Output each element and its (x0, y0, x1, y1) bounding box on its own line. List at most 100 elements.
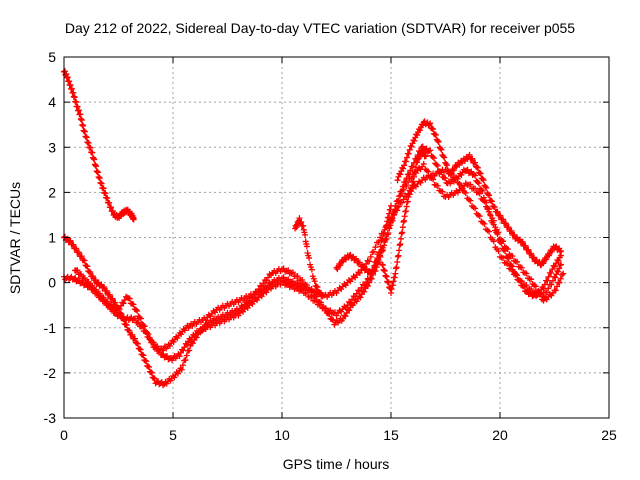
data-point (109, 295, 116, 302)
data-point (360, 263, 367, 270)
x-tick-label: 15 (383, 427, 399, 443)
data-point (442, 175, 449, 182)
data-point (116, 306, 123, 313)
data-point (472, 172, 479, 179)
data-point (556, 265, 563, 272)
data-point (425, 148, 432, 155)
data-point (393, 264, 400, 271)
data-point (299, 276, 306, 283)
data-point (352, 293, 359, 300)
data-point (522, 242, 529, 249)
data-point (322, 305, 329, 312)
data-point (502, 220, 509, 227)
data-point (132, 315, 139, 322)
data-point (438, 146, 445, 153)
data-point (377, 243, 384, 250)
data-point (146, 364, 153, 371)
data-point (467, 197, 474, 204)
data-point (264, 274, 271, 281)
chart-title: Day 212 of 2022, Sidereal Day-to-day VTE… (65, 20, 575, 36)
data-point (440, 153, 447, 160)
data-point (509, 253, 516, 260)
data-point (430, 126, 437, 133)
data-point (356, 259, 363, 266)
data-point (403, 154, 410, 161)
data-point (104, 298, 111, 305)
data-point (303, 284, 310, 291)
data-point (140, 352, 147, 359)
data-point (179, 362, 186, 369)
data-point (481, 198, 488, 205)
x-axis-label: GPS time / hours (283, 456, 390, 472)
data-point (504, 260, 511, 267)
data-point (73, 245, 80, 252)
data-point (523, 270, 530, 277)
data-point (81, 257, 88, 264)
data-point (137, 315, 144, 322)
data-series (61, 68, 567, 389)
data-point (552, 274, 559, 281)
data-point (500, 238, 507, 245)
data-point (437, 145, 444, 152)
data-point (384, 231, 391, 238)
data-point (474, 164, 481, 171)
data-point (532, 283, 539, 290)
data-point (406, 146, 413, 153)
data-point (353, 255, 360, 262)
data-point (401, 162, 408, 169)
data-point (395, 252, 402, 259)
data-point (120, 300, 127, 307)
data-point (178, 366, 185, 373)
data-point (537, 291, 544, 298)
data-point (434, 182, 441, 189)
data-point (160, 382, 167, 389)
x-tick-label: 10 (274, 427, 290, 443)
data-point (434, 162, 441, 169)
data-point (331, 309, 338, 316)
data-point (75, 249, 82, 256)
series-arc-e (292, 215, 325, 300)
data-point (528, 250, 535, 257)
data-point (311, 278, 318, 285)
data-point (145, 331, 152, 338)
data-point (481, 220, 488, 227)
x-tick-label: 5 (169, 427, 177, 443)
data-point (397, 235, 404, 242)
data-point (388, 202, 394, 209)
data-point (357, 294, 364, 301)
data-point (504, 246, 511, 253)
data-point (391, 211, 398, 218)
data-point (132, 306, 139, 313)
data-point (414, 132, 421, 139)
data-point (147, 337, 154, 344)
data-point (367, 253, 374, 260)
data-point (180, 347, 187, 354)
data-point (176, 353, 183, 360)
data-point (78, 253, 85, 260)
data-point (505, 224, 512, 231)
data-point (477, 170, 484, 177)
data-point (389, 217, 396, 224)
y-axis-label: SDTVAR / TECUs (7, 182, 23, 294)
data-point (260, 280, 267, 287)
data-point (486, 228, 493, 235)
data-point (397, 241, 404, 248)
data-point (183, 352, 190, 359)
data-point (435, 139, 442, 146)
data-point (427, 147, 434, 154)
data-point (358, 284, 365, 291)
data-point (189, 340, 196, 347)
series-arc-g (394, 118, 565, 269)
data-point (400, 196, 407, 203)
data-point (430, 176, 437, 183)
data-point (480, 177, 487, 184)
data-point (308, 293, 315, 300)
data-point (313, 297, 320, 304)
data-point (528, 286, 535, 293)
data-point (482, 183, 489, 190)
y-tick-label: -2 (44, 365, 57, 381)
data-point (478, 186, 485, 193)
data-point (289, 269, 296, 276)
data-point (93, 286, 100, 293)
data-point (469, 155, 476, 162)
